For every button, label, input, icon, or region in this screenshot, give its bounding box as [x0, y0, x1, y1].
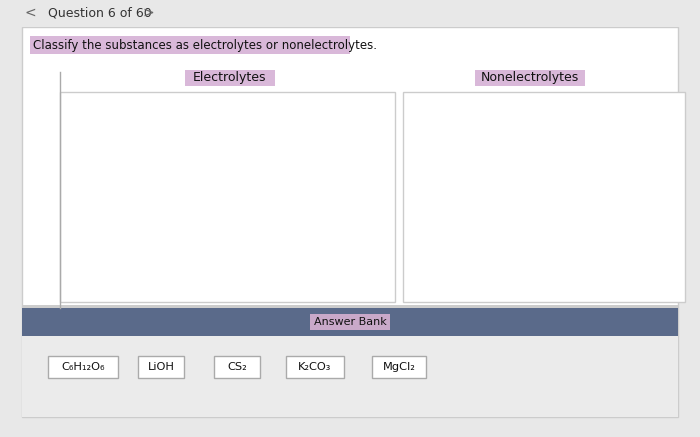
Bar [138, 356, 184, 378]
Text: >: > [142, 6, 154, 20]
Bar [22, 336, 678, 417]
Bar [372, 356, 426, 378]
Text: C₆H₁₂O₆: C₆H₁₂O₆ [62, 362, 105, 372]
Text: Classify the substances as electrolytes or nonelectrolytes.: Classify the substances as electrolytes … [33, 38, 377, 52]
Bar [60, 92, 395, 302]
Bar [48, 356, 118, 378]
Bar [22, 305, 678, 308]
Text: K₂CO₃: K₂CO₃ [298, 362, 332, 372]
Bar [22, 27, 678, 417]
Bar [475, 70, 585, 86]
Bar [22, 308, 678, 336]
Text: MgCl₂: MgCl₂ [383, 362, 415, 372]
Text: Question 6 of 60: Question 6 of 60 [48, 7, 152, 20]
Text: Electrolytes: Electrolytes [193, 72, 267, 84]
Bar [30, 36, 350, 54]
Text: Nonelectrolytes: Nonelectrolytes [481, 72, 579, 84]
Bar [214, 356, 260, 378]
Text: LiOH: LiOH [148, 362, 174, 372]
Bar [0, 0, 700, 27]
Bar [403, 92, 685, 302]
Text: Answer Bank: Answer Bank [314, 317, 386, 327]
Bar [310, 314, 390, 330]
Bar [286, 356, 344, 378]
Bar [185, 70, 275, 86]
Text: <: < [25, 6, 36, 20]
Text: CS₂: CS₂ [227, 362, 247, 372]
